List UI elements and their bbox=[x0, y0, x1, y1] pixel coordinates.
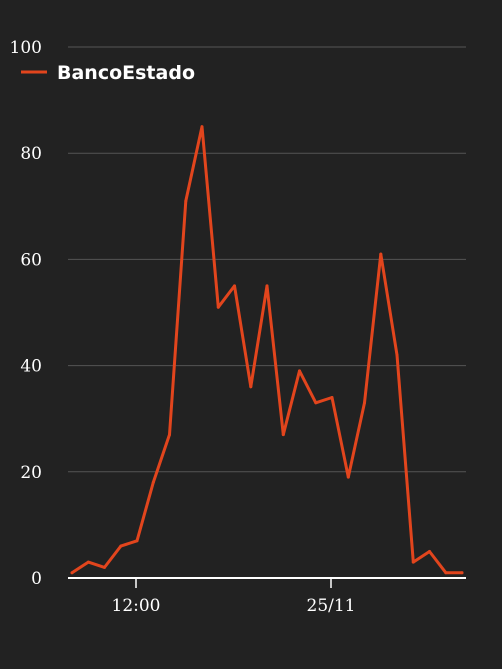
y-tick-label: 100 bbox=[10, 38, 42, 58]
data-point[interactable] bbox=[249, 385, 253, 389]
series-line-bancoestado[interactable] bbox=[70, 125, 464, 575]
legend-label-bancoestado: BancoEstado bbox=[57, 62, 195, 84]
legend[interactable]: BancoEstado bbox=[21, 62, 195, 84]
data-point[interactable] bbox=[395, 353, 399, 357]
data-point[interactable] bbox=[379, 252, 383, 256]
data-point[interactable] bbox=[233, 284, 236, 288]
data-point[interactable] bbox=[314, 401, 318, 405]
data-point[interactable] bbox=[70, 571, 74, 575]
data-point[interactable] bbox=[265, 284, 269, 288]
grid-lines bbox=[68, 46, 466, 473]
data-point[interactable] bbox=[151, 480, 155, 484]
data-point[interactable] bbox=[200, 125, 204, 129]
x-tick-label: 25/11 bbox=[307, 596, 356, 616]
y-tick-label: 0 bbox=[31, 569, 42, 589]
y-axis-ticks: 0 20 40 60 80 100 bbox=[10, 38, 42, 589]
y-tick-label: 80 bbox=[20, 144, 42, 164]
y-tick-label: 60 bbox=[20, 250, 42, 270]
data-point[interactable] bbox=[184, 199, 188, 203]
data-point[interactable] bbox=[460, 571, 464, 575]
data-point[interactable] bbox=[298, 369, 301, 373]
y-tick-label: 20 bbox=[20, 463, 42, 483]
x-axis-ticks: 12:00 25/11 bbox=[112, 578, 356, 616]
data-point[interactable] bbox=[119, 544, 123, 548]
data-point[interactable] bbox=[86, 560, 90, 564]
data-point[interactable] bbox=[411, 560, 415, 564]
data-point[interactable] bbox=[444, 571, 448, 575]
data-point[interactable] bbox=[428, 550, 431, 553]
data-point[interactable] bbox=[330, 396, 334, 399]
series-lines bbox=[70, 125, 464, 575]
data-point[interactable] bbox=[216, 305, 220, 309]
x-tick-label: 12:00 bbox=[112, 596, 161, 616]
data-point[interactable] bbox=[168, 433, 171, 437]
y-tick-label: 40 bbox=[20, 357, 42, 377]
data-point[interactable] bbox=[281, 433, 285, 437]
data-point[interactable] bbox=[135, 539, 139, 543]
data-point[interactable] bbox=[346, 475, 350, 479]
data-point[interactable] bbox=[363, 401, 366, 405]
data-point[interactable] bbox=[103, 565, 106, 569]
